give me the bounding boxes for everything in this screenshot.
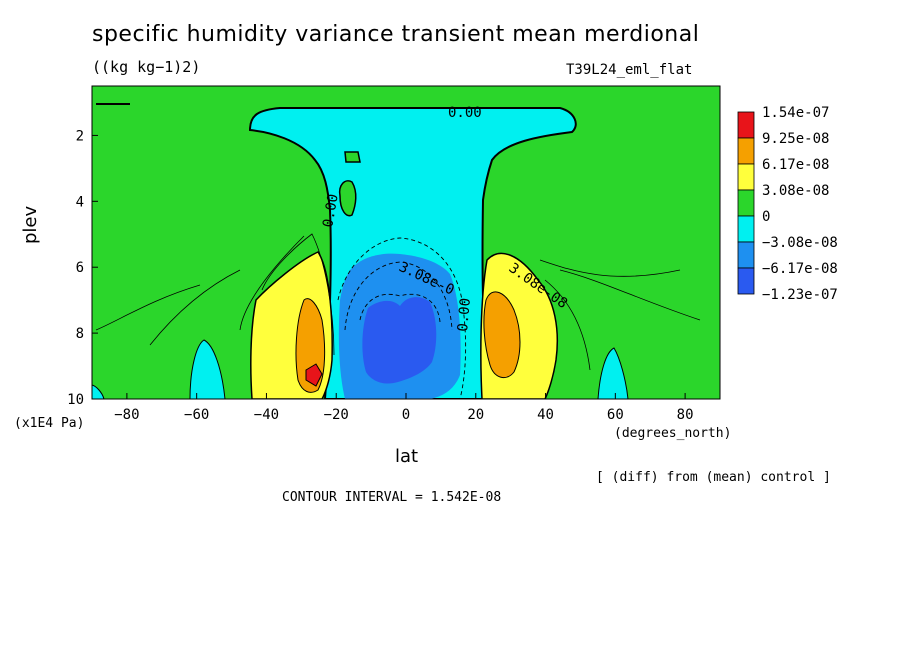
y-tick-label: 4 — [76, 194, 84, 210]
colorbar-label: 9.25e-08 — [762, 131, 829, 147]
y-tick-label: 2 — [76, 128, 84, 144]
colorbar-label: −6.17e-08 — [762, 261, 838, 277]
y-axis-units: (x1E4 Pa) — [14, 416, 85, 431]
x-tick-label: −60 — [184, 407, 209, 423]
colorbar-swatch — [737, 111, 755, 139]
contour-label: 0.00 — [320, 193, 342, 229]
colorbar-swatch — [737, 137, 755, 165]
contour-label: 0.00 — [448, 105, 482, 121]
x-tick-label: 40 — [537, 407, 554, 423]
colorbar-label: 3.08e-08 — [762, 183, 829, 199]
colorbar-label: 6.17e-08 — [762, 157, 829, 173]
diff-note: [ (diff) from (mean) control ] — [596, 470, 831, 485]
colorbar-swatch — [737, 267, 755, 295]
contour-label: 0.00 — [455, 297, 474, 332]
chart-units: ((kg kg−1)2) — [92, 58, 201, 76]
x-axis-units: (degrees_north) — [614, 426, 732, 441]
colorbar-label: −1.23e-07 — [762, 287, 838, 303]
colorbar-label: −3.08e-08 — [762, 235, 838, 251]
field-cyan-left-edge — [189, 339, 226, 399]
y-axis: 2 4 6 8 10 — [67, 128, 98, 408]
run-label: T39L24_eml_flat — [566, 62, 693, 78]
contour-lines-negative — [337, 237, 467, 399]
colorbar-swatch — [737, 189, 755, 217]
y-tick-label: 10 — [67, 392, 84, 408]
x-tick-label: 0 — [402, 407, 410, 423]
field-cyan-right-edge — [597, 347, 629, 399]
colorbar: 1.54e-07 9.25e-08 6.17e-08 3.08e-08 0 −3.08e-… — [737, 105, 838, 303]
contour-interval: CONTOUR INTERVAL = 1.542E-08 — [282, 490, 502, 505]
x-tick-label: −80 — [114, 407, 139, 423]
x-tick-label: 80 — [677, 407, 694, 423]
field-orange-right — [483, 291, 521, 379]
x-tick-label: 20 — [467, 407, 484, 423]
colorbar-label: 1.54e-07 — [762, 105, 829, 121]
x-tick-label: −40 — [254, 407, 279, 423]
x-axis-label: lat — [395, 446, 419, 467]
field-green-island-2 — [338, 180, 357, 217]
contour-fill: 0.00 0.00 0.00 3.08e-0 3.08e-08 — [92, 86, 720, 399]
colorbar-swatch — [737, 163, 755, 191]
y-tick-label: 6 — [76, 260, 84, 276]
y-tick-label: 8 — [76, 326, 84, 342]
x-axis: −80 −60 −40 −20 0 20 40 60 80 — [114, 393, 694, 423]
x-tick-label: 60 — [607, 407, 624, 423]
colorbar-swatch — [737, 241, 755, 269]
colorbar-label: 0 — [762, 209, 770, 225]
field-darkblue — [362, 297, 437, 384]
chart-title: specific humidity variance transient mea… — [92, 22, 700, 47]
colorbar-swatch — [737, 215, 755, 243]
contour-lines — [95, 103, 701, 371]
field-red-left — [305, 363, 323, 387]
x-tick-label: −20 — [324, 407, 349, 423]
field-cyan-left-corner — [92, 384, 105, 399]
field-green-island-1 — [344, 151, 361, 163]
